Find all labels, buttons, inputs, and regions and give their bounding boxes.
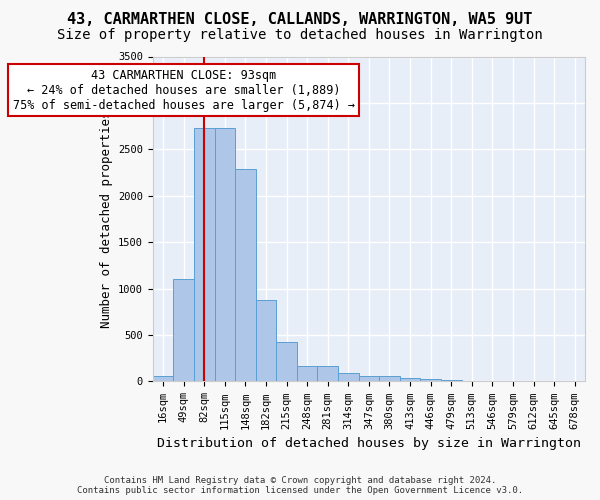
Bar [235,169,256,382]
Bar [400,378,421,382]
Text: Contains HM Land Registry data © Crown copyright and database right 2024.
Contai: Contains HM Land Registry data © Crown c… [77,476,523,495]
Bar [317,366,338,382]
Bar [276,342,297,382]
Bar [338,372,359,382]
Bar [215,128,235,382]
Bar [421,378,441,382]
Bar [194,128,215,382]
Bar [173,280,194,382]
X-axis label: Distribution of detached houses by size in Warrington: Distribution of detached houses by size … [157,437,581,450]
Bar [256,300,276,382]
Bar [153,376,173,382]
Bar [441,380,461,382]
Y-axis label: Number of detached properties: Number of detached properties [100,110,113,328]
Bar [297,366,317,382]
Text: 43 CARMARTHEN CLOSE: 93sqm
← 24% of detached houses are smaller (1,889)
75% of s: 43 CARMARTHEN CLOSE: 93sqm ← 24% of deta… [13,68,355,112]
Text: 43, CARMARTHEN CLOSE, CALLANDS, WARRINGTON, WA5 9UT: 43, CARMARTHEN CLOSE, CALLANDS, WARRINGT… [67,12,533,28]
Bar [359,376,379,382]
Text: Size of property relative to detached houses in Warrington: Size of property relative to detached ho… [57,28,543,42]
Bar [379,376,400,382]
